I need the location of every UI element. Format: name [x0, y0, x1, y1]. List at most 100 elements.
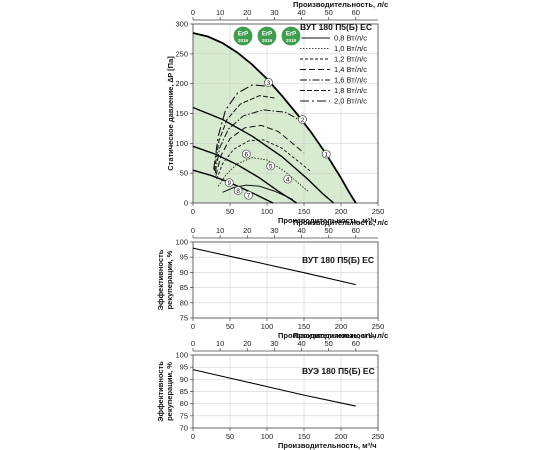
x2-tick-label: 60 [352, 339, 360, 348]
y-axis-title: Эффективностьрекуперации, % [156, 361, 174, 422]
y-axis-title-line: рекуперации, % [165, 250, 174, 309]
chart-panel-2: 0 50 100 150 200 250 0 10 20 30 40 50 60 75 80 85 90 95 10… [156, 218, 388, 340]
marker-point: 1 [321, 149, 331, 158]
y-tick-label: 100 [175, 351, 188, 360]
marker-label: 2 [301, 117, 305, 124]
marker-point: 2 [298, 115, 307, 124]
y-axis-title-line: рекуперации, % [165, 362, 174, 421]
x2-tick-label: 40 [297, 8, 305, 17]
x-tick-label: 100 [261, 207, 274, 216]
x-tick-label: 0 [191, 207, 195, 216]
power-curve-6 [214, 95, 275, 171]
x2-tick-label: 30 [270, 226, 278, 235]
x-tick-label: 250 [372, 432, 385, 441]
y-tick-label: 85 [180, 283, 188, 292]
erp-badge-text: ErP [286, 32, 296, 38]
x2-tick-label: 0 [191, 226, 195, 235]
y-tick-label: 75 [180, 411, 188, 420]
marker-label: 8 [236, 188, 240, 195]
y-axis-title-line: Эффективность [156, 361, 165, 422]
legend-label: 1,0 Вт/л/с [334, 44, 367, 53]
y-tick-label: 85 [180, 387, 188, 396]
y-tick-label: 0 [184, 199, 188, 208]
legend-label: 1,6 Вт/л/с [334, 76, 367, 85]
marker-point: 9 [224, 178, 234, 188]
legend-label: 1,8 Вт/л/с [334, 86, 367, 95]
erp-badge-circle [232, 25, 254, 47]
x2-tick-label: 0 [191, 8, 195, 17]
chart-panel-1: 0 50 100 150 200 250 0 10 20 30 40 50 60 0 50 100 150 200… [166, 0, 388, 225]
marker-label: 1 [324, 151, 328, 158]
x2-tick-label: 10 [216, 8, 224, 17]
marker-point: 6 [241, 149, 251, 158]
x2-tick-label: 10 [216, 226, 224, 235]
marker-point: 5 [266, 161, 276, 171]
erp-badge-text: ErP [238, 32, 248, 38]
legend-label: 2,0 Вт/л/с [334, 97, 367, 106]
x-tick-label: 100 [261, 432, 274, 441]
marker-label: 7 [247, 193, 251, 200]
marker-point: 8 [233, 186, 243, 195]
x2-tick-label: 50 [324, 339, 332, 348]
legend-label: 1,4 Вт/л/с [334, 65, 367, 74]
y-axis-title: Эффективностьрекуперации, % [156, 249, 174, 310]
chart-title: ВУТ 180 П5(Б) ЕС [300, 22, 372, 32]
marker-point: 4 [283, 174, 293, 184]
y-tick-label: 300 [175, 20, 188, 29]
marker-circle [298, 115, 307, 124]
efficiency-line [192, 369, 356, 407]
x-axis-title: Производительность, м³/ч [278, 331, 377, 340]
marker-label: 3 [267, 80, 271, 87]
x-tick-label: 250 [372, 207, 385, 216]
x2-tick-label: 50 [324, 8, 332, 17]
y-tick-label: 100 [175, 238, 188, 247]
marker-circle [283, 174, 293, 184]
power-curve-2 [217, 157, 308, 192]
envelope-curve [192, 32, 357, 204]
x-tick-label: 200 [335, 322, 348, 331]
marker-circle [224, 178, 234, 188]
x-tick-label: 250 [372, 322, 385, 331]
x2-axis-title: Производительность, л/с [293, 218, 388, 227]
x-tick-label: 150 [298, 322, 311, 331]
x2-tick-label: 0 [191, 339, 195, 348]
y-tick-label: 100 [175, 139, 188, 148]
y-tick-label: 75 [180, 314, 188, 323]
x-tick-label: 0 [191, 432, 195, 441]
y-tick-label: 80 [180, 399, 188, 408]
erp-badge-circle [256, 25, 278, 47]
y-tick-label: 80 [180, 298, 188, 307]
y-tick-label: 95 [180, 363, 188, 372]
y-tick-label: 70 [180, 424, 188, 433]
x2-tick-label: 40 [297, 226, 305, 235]
x2-tick-label: 40 [297, 339, 305, 348]
erp-badge-year: 2016 [238, 38, 249, 43]
power-curve-1 [222, 184, 294, 200]
x2-tick-label: 60 [352, 8, 360, 17]
y-tick-label: 200 [175, 79, 188, 88]
x-tick-label: 100 [261, 322, 274, 331]
x2-axis-title: Производительность, л/с [293, 0, 388, 9]
y-tick-label: 95 [180, 253, 188, 262]
y-axis-title-line: Эффективность [156, 249, 165, 310]
y-tick-label: 90 [180, 375, 188, 384]
x2-tick-label: 10 [216, 339, 224, 348]
x-tick-label: 50 [226, 322, 234, 331]
efficiency-line [192, 247, 356, 286]
x-tick-label: 50 [226, 432, 234, 441]
marker-circle [266, 161, 276, 171]
legend-label: 0,8 Вт/л/с [334, 34, 367, 43]
erp-badge-year: 2018 [286, 38, 297, 43]
power-curve-3 [216, 139, 312, 180]
x-tick-label: 200 [335, 207, 348, 216]
x-tick-label: 0 [191, 322, 195, 331]
chart-title: ВУТ 180 П5(Б) ЕС [302, 255, 374, 265]
marker-label: 4 [286, 176, 290, 183]
chart-title: ВУЭ 180 П5(Б) ЕС [302, 366, 375, 376]
x2-tick-label: 60 [352, 226, 360, 235]
x2-tick-label: 20 [243, 226, 251, 235]
